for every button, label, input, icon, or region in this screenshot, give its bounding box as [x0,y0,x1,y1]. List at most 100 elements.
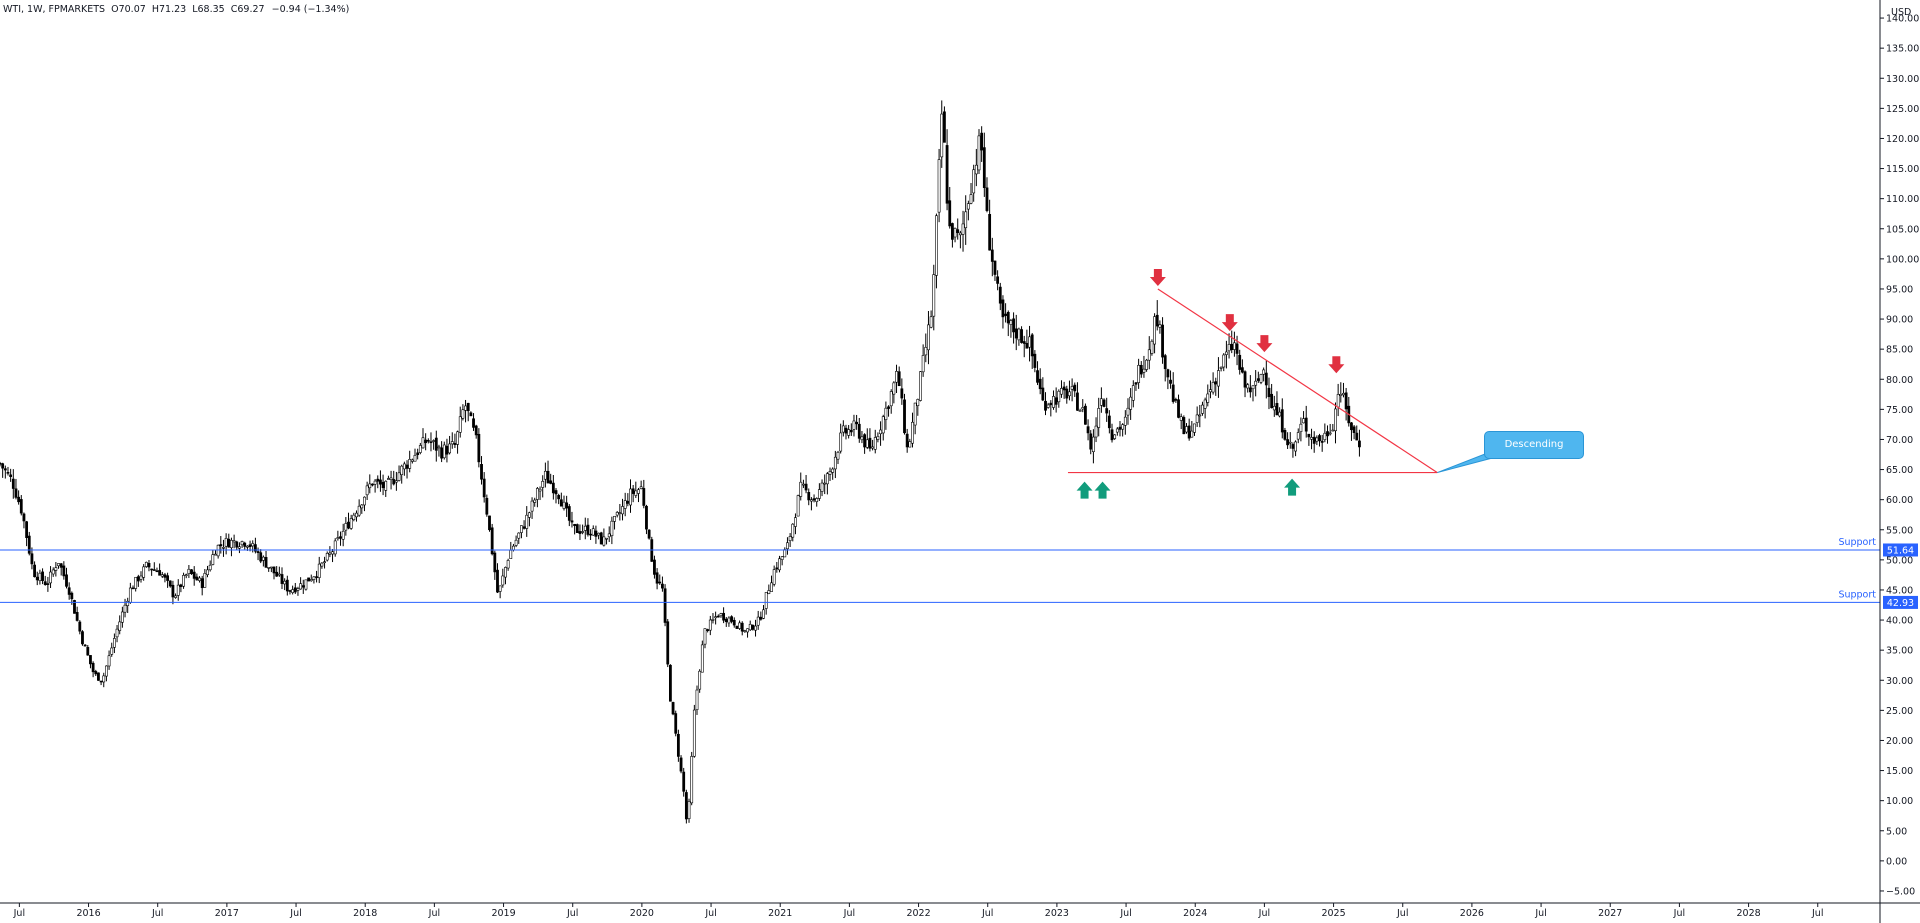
candle-body [873,437,877,450]
close-label: C [230,4,238,15]
candle-body [852,420,856,430]
candle-body [794,517,797,527]
candle-body [493,552,497,573]
candle-body [985,187,989,211]
candle-body [171,584,175,598]
candle-body [384,480,388,491]
candle-body [1254,380,1258,386]
candle-body [663,588,667,623]
candle-body [54,567,58,571]
candle-body [25,521,29,538]
candle-body [599,532,603,545]
descending-triangle-callout[interactable]: Descending triangle [1484,431,1584,476]
price-tag [1883,595,1918,609]
candle-body [373,480,377,485]
candle-body [964,211,968,229]
candle-body [982,147,986,188]
open-value: 70.07 [118,4,146,15]
candle-body [1030,334,1034,357]
candle-body [990,249,994,262]
candle-body [833,456,837,470]
candle-body [841,425,845,433]
candle-body [661,583,664,589]
candle-body [1094,425,1098,438]
currency-label: USD [1891,7,1912,18]
candle-body [703,628,707,645]
price-tag-value: 42.93 [1887,598,1914,609]
candle-body [711,618,715,621]
candle-body [541,481,545,488]
candle-body [1054,397,1058,405]
candle-body [1,463,5,469]
candle-body [1158,324,1162,328]
candle-body [339,536,342,539]
candle-body [671,702,675,715]
candle-body [57,563,60,567]
price-tick-label: 110.00 [1886,194,1919,205]
candle-body [746,628,749,633]
candle-body [1342,392,1345,396]
candle-body [919,371,922,401]
candle-body [884,407,888,420]
price-tag [1883,543,1918,557]
candle-body [224,538,228,547]
candle-body [504,567,507,578]
candle-body [1028,336,1031,348]
candle-body [363,496,366,506]
price-tag-value: 51.64 [1887,545,1914,556]
candle-body [416,452,420,456]
candle-body [323,561,326,564]
candle-body [195,576,199,581]
candle-body [469,412,473,417]
candle-body [410,459,414,462]
candle-body [182,575,185,587]
candle-body [1179,416,1183,421]
candle-body [448,443,451,454]
candle-body [1147,349,1151,361]
candle-body [759,616,763,620]
candle-body [844,427,848,434]
time-tick-label: Jul [1396,908,1408,919]
candle-body [700,644,704,673]
candle-body [453,443,457,445]
candle-body [732,619,736,626]
candle-body [767,590,771,594]
candle-body [684,792,688,820]
candle-body [1312,436,1316,444]
candle-body [1358,440,1361,448]
candle-body [1118,426,1122,430]
candle-body [775,567,779,570]
time-tick-label: 2021 [768,908,792,919]
candle-body [581,531,585,533]
candle-body [1283,430,1287,440]
candle-body [881,416,885,434]
candle-body [259,552,263,562]
candle-body [1097,408,1101,428]
candle-body [1232,342,1236,350]
candle-body [653,559,656,575]
candle-body [1126,407,1130,416]
candle-body [977,135,981,171]
candle-body [876,436,880,440]
price-tick-label: 50.00 [1886,555,1913,566]
candle-body [134,576,138,589]
candle-body [621,506,624,515]
candle-body [748,623,752,631]
candle-body [38,572,42,581]
candle-body [839,432,843,452]
down-arrow-icon [1149,268,1166,286]
candle-body [89,655,92,665]
candle-body [812,498,816,501]
symbol-label: WTI, 1W, FPMARKETS [3,4,106,15]
candle-body [283,580,287,585]
candle-body [1001,299,1005,318]
down-arrow-icon [1256,335,1273,353]
candle-body [639,486,643,489]
price-tick-label: 90.00 [1886,315,1913,326]
candle-body [1091,436,1095,452]
candle-body [1009,320,1013,325]
time-tick-label: 2018 [353,908,377,919]
candle-body [913,402,917,426]
